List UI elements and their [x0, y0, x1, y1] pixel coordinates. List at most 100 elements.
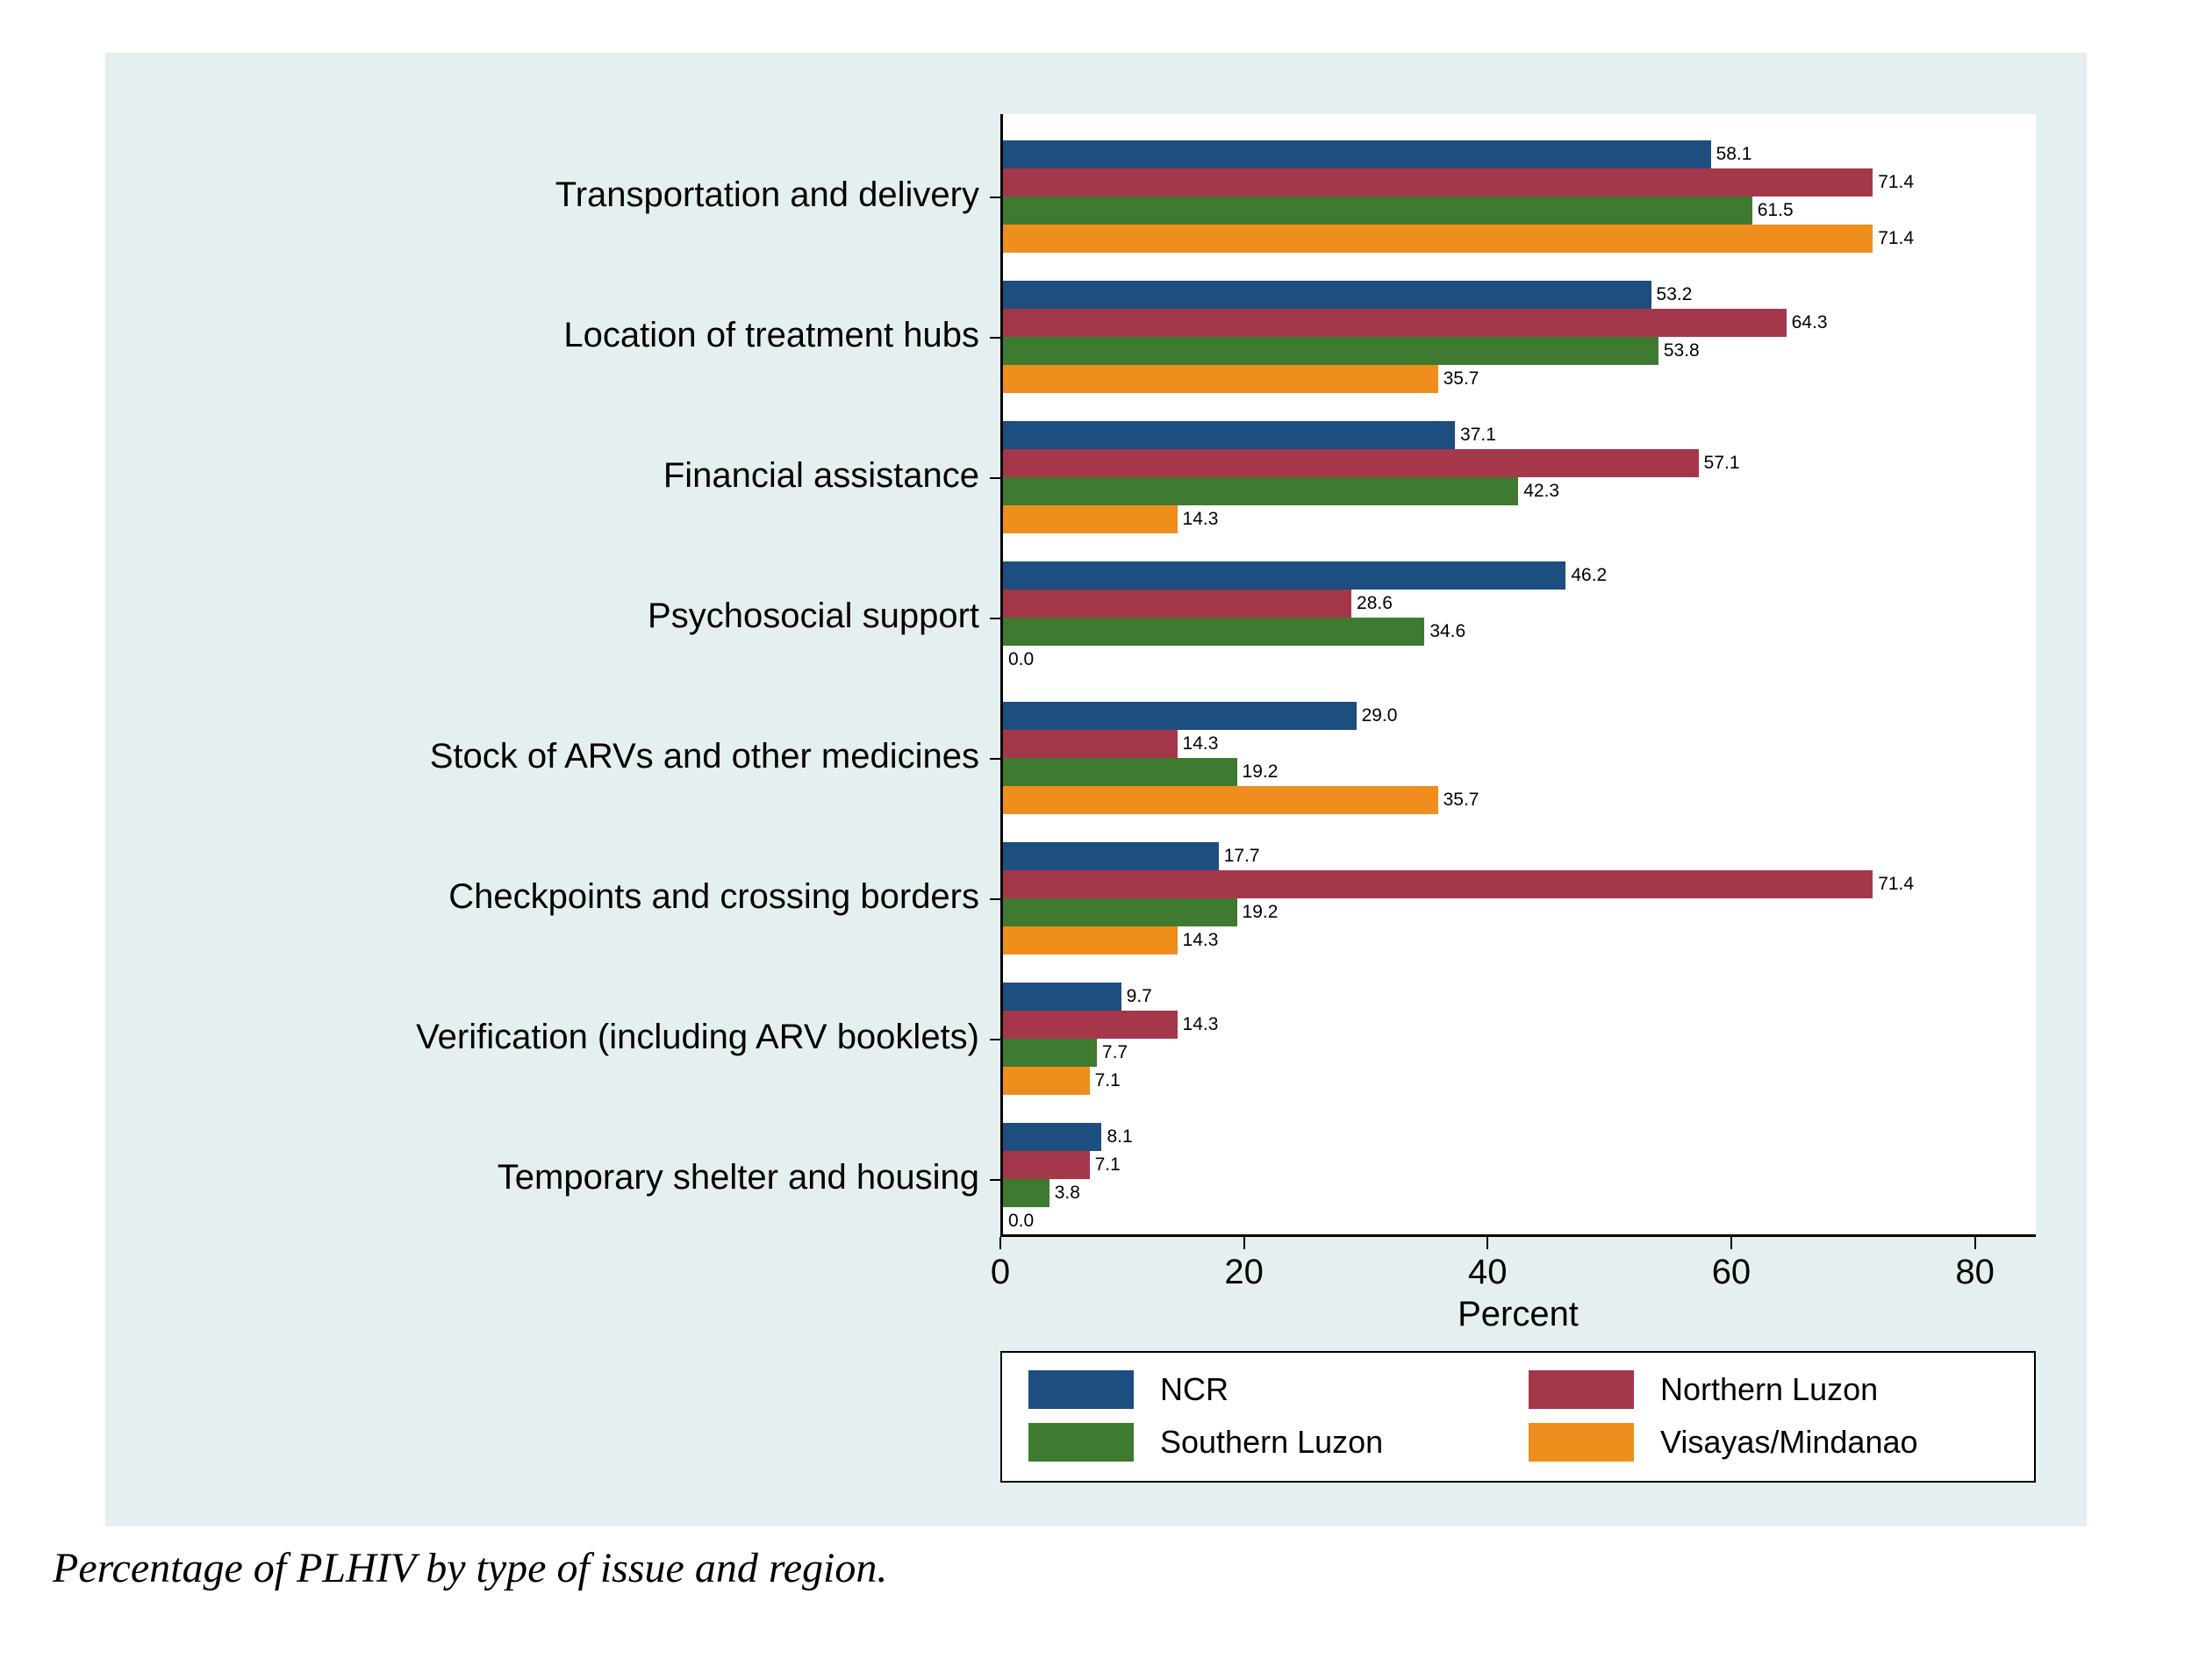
bar-row: 7.7 — [1003, 1039, 2036, 1067]
legend-swatch — [1028, 1370, 1134, 1409]
bar-value-label: 14.3 — [1178, 509, 1219, 530]
y-axis-tick — [990, 337, 1000, 339]
bar-row: 0.0 — [1003, 1207, 2036, 1235]
bar-value-label: 7.1 — [1090, 1070, 1121, 1091]
bar-row: 37.1 — [1003, 421, 2036, 449]
bar — [1003, 1123, 1101, 1151]
bar — [1003, 730, 1178, 758]
bar-row: 35.7 — [1003, 786, 2036, 814]
bar-value-label: 57.1 — [1699, 453, 1740, 474]
bar — [1003, 926, 1178, 954]
bar-value-label: 14.3 — [1178, 1014, 1219, 1035]
bar-row: 34.6 — [1003, 618, 2036, 646]
bar-row: 42.3 — [1003, 477, 2036, 505]
bar-value-label: 19.2 — [1237, 902, 1279, 923]
x-axis-tick-label: 40 — [1468, 1253, 1508, 1292]
bar — [1003, 1011, 1178, 1039]
bar-value-label: 29.0 — [1357, 705, 1398, 726]
bar — [1003, 590, 1351, 618]
x-axis-tick — [1243, 1237, 1245, 1249]
bar-value-label: 61.5 — [1752, 200, 1794, 221]
bar-row: 53.2 — [1003, 281, 2036, 309]
figure-wrap: 58.1 71.4 61.5 71.4 53.2 64.3 53.8 35.7 37.1 57.1… — [0, 0, 2192, 1680]
bar-row: 61.5 — [1003, 197, 2036, 225]
bar-row: 53.8 — [1003, 337, 2036, 365]
bar-row: 8.1 — [1003, 1123, 2036, 1151]
bar — [1003, 842, 1219, 870]
bar — [1003, 309, 1787, 337]
bar-row: 71.4 — [1003, 870, 2036, 898]
x-axis-tick — [1486, 1237, 1488, 1249]
bar-value-label: 35.7 — [1438, 368, 1479, 390]
y-axis-tick — [990, 1039, 1000, 1040]
bar-value-label: 71.4 — [1873, 228, 1914, 249]
bar — [1003, 1151, 1090, 1179]
bar — [1003, 449, 1699, 477]
bar-row: 19.2 — [1003, 758, 2036, 786]
bar-row: 71.4 — [1003, 168, 2036, 197]
bar — [1003, 421, 1455, 449]
bar-value-label: 58.1 — [1711, 144, 1752, 165]
category-label: Stock of ARVs and other medicines — [105, 737, 979, 776]
bar-row: 9.7 — [1003, 983, 2036, 1011]
legend-label: Northern Luzon — [1660, 1371, 1878, 1408]
legend-swatch — [1028, 1423, 1134, 1462]
category-label: Financial assistance — [105, 456, 979, 496]
bar-row: 19.2 — [1003, 898, 2036, 926]
bar-row: 7.1 — [1003, 1151, 2036, 1179]
bar-value-label: 37.1 — [1455, 425, 1496, 446]
bar-value-label: 9.7 — [1121, 986, 1152, 1007]
bar — [1003, 786, 1438, 814]
category-label: Psychosocial support — [105, 597, 979, 636]
bar — [1003, 225, 1873, 253]
bar-value-label: 64.3 — [1787, 312, 1828, 333]
bar-value-label: 28.6 — [1351, 593, 1393, 614]
bar-row: 64.3 — [1003, 309, 2036, 337]
bar-row: 14.3 — [1003, 505, 2036, 533]
bar — [1003, 477, 1518, 505]
bar — [1003, 1067, 1090, 1095]
bar — [1003, 337, 1658, 365]
category-label: Checkpoints and crossing borders — [105, 877, 979, 917]
y-axis-tick — [990, 1179, 1000, 1181]
bar — [1003, 561, 1565, 590]
bar — [1003, 197, 1752, 225]
bar-value-label: 7.7 — [1097, 1042, 1128, 1063]
x-axis-tick — [1974, 1237, 1976, 1249]
category-label: Verification (including ARV booklets) — [105, 1018, 979, 1057]
bar-row: 0.0 — [1003, 646, 2036, 674]
legend-swatch — [1529, 1423, 1634, 1462]
x-axis-tick-label: 80 — [1955, 1253, 1995, 1292]
legend-item: NCR — [1028, 1370, 1229, 1409]
legend-item: Northern Luzon — [1529, 1370, 1878, 1409]
y-axis-tick — [990, 758, 1000, 760]
y-axis-tick — [990, 477, 1000, 479]
bar-row: 57.1 — [1003, 449, 2036, 477]
bar-value-label: 71.4 — [1873, 172, 1914, 193]
x-axis-tick-label: 60 — [1712, 1253, 1751, 1292]
bar-row: 17.7 — [1003, 842, 2036, 870]
bar — [1003, 898, 1237, 926]
bar-value-label: 14.3 — [1178, 930, 1219, 951]
y-axis-tick — [990, 898, 1000, 900]
bar-row: 71.4 — [1003, 225, 2036, 253]
category-label: Location of treatment hubs — [105, 316, 979, 355]
bar-value-label: 14.3 — [1178, 733, 1219, 754]
bar-value-label: 34.6 — [1424, 621, 1465, 642]
bar-value-label: 7.1 — [1090, 1155, 1121, 1176]
bar-value-label: 35.7 — [1438, 790, 1479, 811]
bar — [1003, 365, 1438, 393]
bar-value-label: 0.0 — [1003, 1211, 1034, 1232]
category-label: Transportation and delivery — [105, 175, 979, 215]
bar — [1003, 1039, 1097, 1067]
x-axis-tick-label: 20 — [1224, 1253, 1264, 1292]
bar — [1003, 983, 1121, 1011]
chart-panel: 58.1 71.4 61.5 71.4 53.2 64.3 53.8 35.7 37.1 57.1… — [105, 53, 2087, 1526]
legend-label: Visayas/Mindanao — [1660, 1424, 1918, 1461]
legend-item: Visayas/Mindanao — [1529, 1423, 1918, 1462]
x-axis-tick-label: 0 — [991, 1253, 1010, 1292]
bar — [1003, 702, 1357, 730]
bar-value-label: 46.2 — [1565, 565, 1607, 586]
plot-area: 58.1 71.4 61.5 71.4 53.2 64.3 53.8 35.7 37.1 57.1… — [1000, 114, 2036, 1237]
bar-row: 28.6 — [1003, 590, 2036, 618]
